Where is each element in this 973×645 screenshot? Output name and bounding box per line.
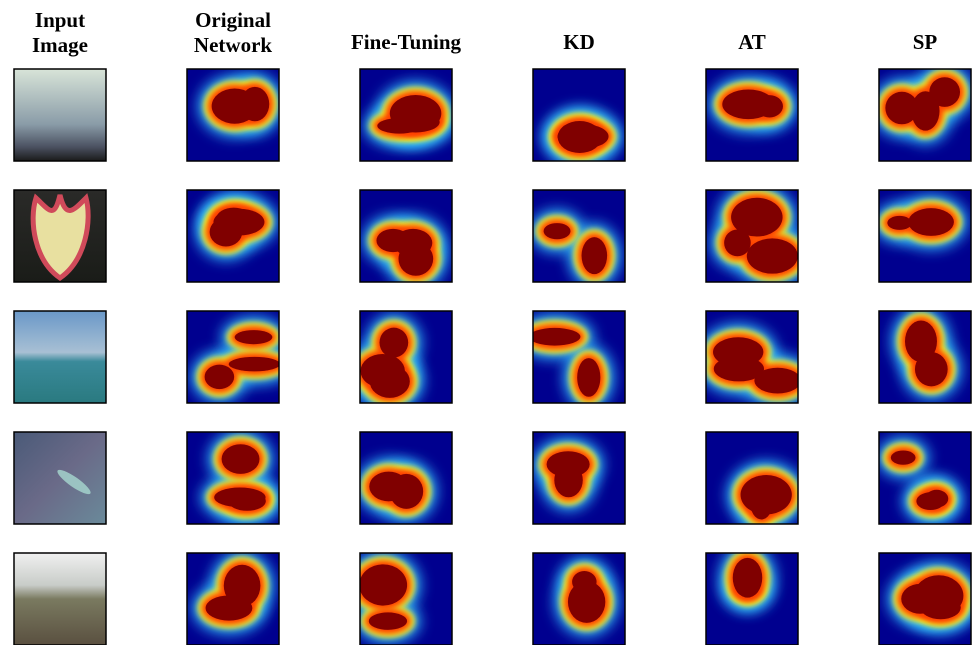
activation bbox=[212, 89, 258, 124]
activation bbox=[557, 124, 608, 148]
activation bbox=[376, 229, 409, 252]
heatmap bbox=[531, 190, 625, 287]
activation bbox=[568, 581, 605, 623]
heatmap bbox=[874, 190, 971, 282]
input-image bbox=[14, 311, 106, 403]
photo bbox=[14, 553, 106, 645]
activation bbox=[206, 595, 253, 620]
heatmap bbox=[879, 553, 973, 645]
heatmap bbox=[348, 311, 452, 411]
activation bbox=[544, 223, 571, 239]
activation bbox=[887, 216, 911, 230]
heatmap bbox=[878, 432, 971, 524]
heatmap bbox=[346, 551, 452, 645]
heatmap bbox=[187, 552, 279, 645]
heatmap bbox=[187, 190, 279, 282]
activation bbox=[229, 357, 281, 372]
photo bbox=[14, 432, 106, 524]
activation bbox=[529, 328, 580, 346]
heatmap bbox=[706, 69, 798, 161]
activation bbox=[213, 209, 264, 236]
heatmap bbox=[187, 431, 279, 524]
heatmap bbox=[533, 432, 625, 524]
photo bbox=[14, 69, 106, 161]
figure: Input Image Original Network Fine-Tuning… bbox=[0, 0, 973, 645]
activation bbox=[905, 321, 937, 363]
photo bbox=[14, 311, 106, 403]
input-image bbox=[14, 432, 106, 524]
heatmap bbox=[360, 69, 454, 161]
activation bbox=[901, 584, 939, 614]
activation bbox=[361, 354, 405, 388]
heatmap bbox=[360, 190, 452, 289]
heatmap bbox=[706, 185, 811, 287]
activation bbox=[733, 558, 762, 598]
image-grid bbox=[0, 0, 973, 645]
activation bbox=[235, 330, 273, 344]
heatmap bbox=[187, 311, 293, 403]
activation bbox=[390, 474, 424, 509]
activation bbox=[731, 198, 782, 237]
heatmap bbox=[533, 553, 625, 645]
input-image bbox=[14, 190, 106, 282]
activation bbox=[916, 492, 944, 510]
activation bbox=[750, 484, 773, 519]
activation bbox=[228, 492, 265, 511]
heatmap bbox=[879, 308, 971, 403]
heatmap bbox=[187, 69, 282, 161]
activation bbox=[390, 95, 442, 132]
heatmap bbox=[706, 545, 798, 645]
activation bbox=[205, 365, 235, 389]
heatmap bbox=[700, 311, 814, 406]
activation bbox=[582, 237, 608, 274]
activation bbox=[547, 451, 590, 477]
activation bbox=[891, 450, 916, 464]
input-image bbox=[14, 69, 106, 161]
activation bbox=[359, 564, 407, 605]
activation bbox=[380, 328, 409, 358]
input-image bbox=[14, 553, 106, 645]
heatmap bbox=[706, 432, 805, 533]
activation bbox=[722, 90, 774, 120]
activation bbox=[369, 612, 407, 629]
heatmap bbox=[872, 64, 973, 161]
activation bbox=[747, 238, 798, 273]
activation bbox=[577, 358, 600, 397]
heatmap bbox=[533, 69, 625, 166]
activation bbox=[908, 208, 954, 236]
activation bbox=[713, 337, 763, 367]
activation bbox=[222, 444, 260, 474]
heatmap bbox=[356, 432, 452, 524]
activation bbox=[885, 92, 918, 125]
